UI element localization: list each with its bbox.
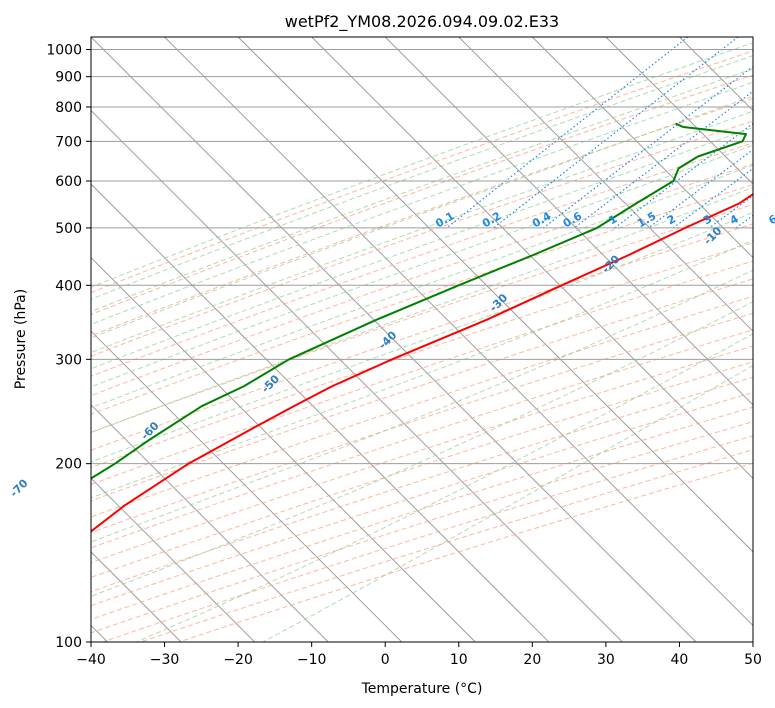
isotherm-line <box>237 37 753 553</box>
background-lines <box>91 37 753 642</box>
dry-adiabat-line <box>91 184 753 415</box>
x-tick-label: −40 <box>76 652 106 668</box>
x-tick-label: −20 <box>223 652 253 668</box>
moist-adiabat-line <box>91 164 753 409</box>
mixing-ratio-label: 1.5 <box>635 209 658 230</box>
y-tick-label: 600 <box>55 174 82 190</box>
mixing-ratio-line <box>672 167 753 229</box>
mixing-ratio-label: 0.4 <box>530 209 554 230</box>
x-tick-label: 40 <box>671 652 689 668</box>
y-tick-label: 900 <box>55 70 82 86</box>
moist-adiabat-line <box>262 364 753 642</box>
mixing-ratio-label: 6 <box>766 212 775 227</box>
moist-adiabat-line <box>91 269 753 543</box>
x-tick-label: 20 <box>523 652 541 668</box>
moist-adiabat-line <box>91 42 753 288</box>
y-tick-label: 700 <box>55 134 82 150</box>
isotherm-line <box>91 477 256 642</box>
y-axis-label: Pressure (hPa) <box>13 289 29 389</box>
moist-adiabat-line <box>91 211 753 463</box>
dewpoint-profile-line <box>91 122 747 480</box>
profile-lines <box>91 122 753 533</box>
y-tick-label: 100 <box>55 635 82 651</box>
temperature-profile-line <box>91 193 753 533</box>
isotherm-label: -60 <box>138 419 161 442</box>
mixing-ratio-line <box>573 90 753 229</box>
mixing-ratio-line <box>735 214 753 229</box>
x-tick-label: −10 <box>297 652 327 668</box>
isotherm-label: -70 <box>7 476 30 499</box>
y-tick-label: 400 <box>55 278 82 294</box>
dry-adiabat-line <box>91 295 753 518</box>
isotherm-label: -40 <box>376 328 399 351</box>
isotherm-line <box>384 37 753 406</box>
x-axis-label: Temperature (°C) <box>361 681 483 697</box>
isotherm-line <box>164 37 753 627</box>
dry-adiabat-line <box>91 260 753 486</box>
dry-adiabat-line <box>91 50 753 294</box>
isotherm-line <box>91 183 550 642</box>
x-tick-label: 10 <box>450 652 468 668</box>
moist-adiabat-line <box>91 301 753 597</box>
y-tick-label: 200 <box>55 457 82 473</box>
x-tick-label: 30 <box>597 652 615 668</box>
isotherm-line <box>605 37 753 185</box>
y-tick-label: 500 <box>55 221 82 237</box>
isotherm-line <box>91 256 476 642</box>
isotherm-line <box>91 330 403 642</box>
isotherm-line <box>91 37 697 642</box>
isotherm-line <box>311 37 753 480</box>
dry-adiabat-line <box>91 242 753 469</box>
moist-adiabat-line <box>91 95 753 339</box>
y-tick-label: 800 <box>55 100 82 116</box>
dry-adiabat-line <box>91 142 753 377</box>
line-labels: 0.10.20.40.611.52346810131620253036-100-… <box>7 209 775 500</box>
dry-adiabat-line <box>91 361 753 578</box>
mixing-ratio-line <box>543 65 753 229</box>
isotherm-line <box>752 37 753 38</box>
dry-adiabat-line <box>91 329 753 549</box>
isotherm-line <box>91 404 329 642</box>
dry-adiabat-line <box>91 376 753 593</box>
dry-adiabat-line <box>91 223 753 451</box>
plot-frame <box>90 36 754 643</box>
isotherm-line <box>458 37 753 332</box>
x-tick-label: −30 <box>150 652 180 668</box>
dry-adiabat-line <box>91 345 753 564</box>
mixing-ratio-label: 3 <box>701 212 714 227</box>
dry-adiabat-line <box>91 278 753 502</box>
y-tick-label: 1000 <box>46 43 82 59</box>
dry-adiabat-line <box>91 312 753 534</box>
dry-adiabat-line <box>91 391 753 607</box>
mixing-ratio-line <box>493 37 739 229</box>
mixing-ratio-label: 0.1 <box>433 209 456 230</box>
chart-title: wetPf2_YM08.2026.094.09.02.E33 <box>285 12 559 32</box>
isotherm-line <box>531 37 753 259</box>
isotherm-line <box>91 109 623 642</box>
moist-adiabat-line <box>91 186 753 433</box>
dry-adiabat-line <box>91 97 753 337</box>
x-tick-label: 50 <box>744 652 762 668</box>
dry-adiabat-line <box>91 163 753 397</box>
y-tick-label: 300 <box>55 352 82 368</box>
moist-adiabat-line <box>91 239 753 499</box>
mixing-ratio-label: 0.6 <box>561 209 585 230</box>
x-tick-label: 0 <box>381 652 390 668</box>
